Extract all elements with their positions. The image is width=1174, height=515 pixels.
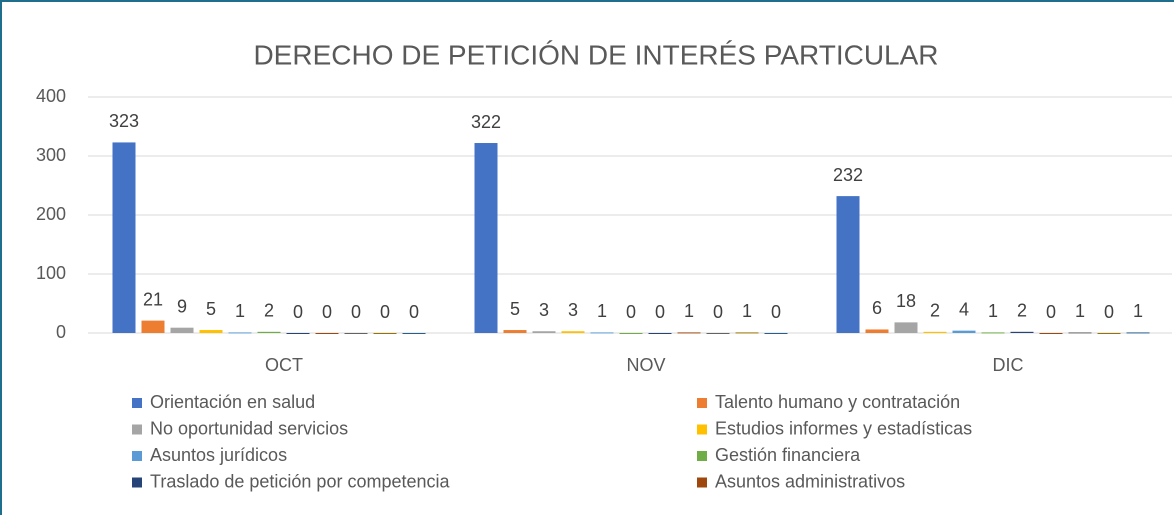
bar	[1010, 331, 1034, 333]
data-label: 21	[143, 289, 163, 309]
legend-swatch	[132, 398, 142, 408]
bar	[1126, 332, 1150, 334]
data-label: 1	[1133, 301, 1143, 321]
bar	[865, 329, 889, 333]
bar	[344, 333, 368, 334]
x-tick-label: DIC	[993, 355, 1024, 375]
data-label: 1	[988, 301, 998, 321]
legend-label: Asuntos jurídicos	[150, 445, 287, 465]
legend-swatch	[697, 451, 707, 461]
data-label: 5	[206, 299, 216, 319]
legend-swatch	[697, 424, 707, 435]
y-tick-label: 200	[36, 204, 66, 224]
bar	[141, 320, 165, 333]
data-label: 18	[896, 291, 916, 311]
legend-label: Orientación en salud	[150, 392, 315, 412]
data-label: 0	[293, 302, 303, 322]
data-label: 4	[959, 299, 969, 319]
legend-label: Estudios informes y estadísticas	[715, 418, 972, 438]
data-label: 2	[1017, 301, 1027, 321]
data-label: 0	[1104, 302, 1114, 322]
bar	[286, 333, 310, 334]
x-tick-label: NOV	[626, 355, 665, 375]
bar	[952, 330, 976, 333]
bar	[1068, 332, 1092, 334]
bar	[923, 331, 947, 333]
bar	[170, 327, 194, 333]
y-tick-label: 0	[56, 322, 66, 342]
legend-swatch	[697, 477, 707, 488]
bar	[764, 333, 788, 334]
legend-label: Talento humano y contratación	[715, 392, 960, 412]
data-label: 2	[930, 301, 940, 321]
bar	[561, 331, 585, 333]
bar	[228, 332, 252, 334]
legend-label: Asuntos administrativos	[715, 471, 905, 491]
bar	[532, 331, 556, 333]
legend-label: Traslado de petición por competencia	[150, 471, 450, 491]
data-label: 232	[833, 165, 863, 185]
data-label: 1	[597, 301, 607, 321]
bar	[677, 332, 701, 334]
data-label: 3	[568, 300, 578, 320]
data-label: 3	[539, 300, 549, 320]
bar	[619, 333, 643, 334]
data-label: 0	[713, 302, 723, 322]
y-tick-label: 100	[36, 263, 66, 283]
data-label: 0	[380, 302, 390, 322]
data-label: 0	[771, 302, 781, 322]
data-label: 1	[684, 301, 694, 321]
legend-swatch	[132, 424, 142, 435]
data-label: 0	[626, 302, 636, 322]
legend-label: No oportunidad servicios	[150, 418, 348, 438]
data-label: 1	[235, 301, 245, 321]
data-label: 323	[109, 111, 139, 131]
y-tick-label: 300	[36, 145, 66, 165]
bar	[1039, 333, 1063, 334]
bar	[474, 143, 498, 333]
bar	[199, 330, 223, 333]
data-label: 0	[655, 302, 665, 322]
data-label: 0	[409, 302, 419, 322]
bar	[373, 333, 397, 334]
legend-swatch	[697, 398, 707, 408]
bar	[735, 332, 759, 334]
bar	[836, 196, 860, 333]
data-label: 0	[322, 302, 332, 322]
data-label: 0	[1046, 302, 1056, 322]
data-label: 5	[510, 299, 520, 319]
bar	[706, 333, 730, 334]
data-label: 9	[177, 296, 187, 316]
bar	[894, 322, 918, 333]
legend-swatch	[132, 477, 142, 488]
bar	[981, 332, 1005, 334]
bar	[648, 333, 672, 334]
bar	[402, 333, 426, 334]
data-label: 1	[1075, 301, 1085, 321]
data-label: 322	[471, 112, 501, 132]
bar	[590, 332, 614, 334]
legend-swatch	[132, 451, 142, 461]
data-label: 6	[872, 298, 882, 318]
data-label: 1	[742, 301, 752, 321]
chart-title: DERECHO DE PETICIÓN DE INTERÉS PARTICULA…	[253, 39, 938, 70]
data-label: 2	[264, 301, 274, 321]
y-tick-label: 400	[36, 86, 66, 106]
bar	[257, 331, 281, 333]
bar	[503, 330, 527, 333]
bar	[315, 333, 339, 334]
legend-label: Gestión financiera	[715, 445, 861, 465]
bar	[112, 142, 136, 333]
x-tick-label: OCT	[265, 355, 303, 375]
bar	[1097, 333, 1121, 334]
data-label: 0	[351, 302, 361, 322]
